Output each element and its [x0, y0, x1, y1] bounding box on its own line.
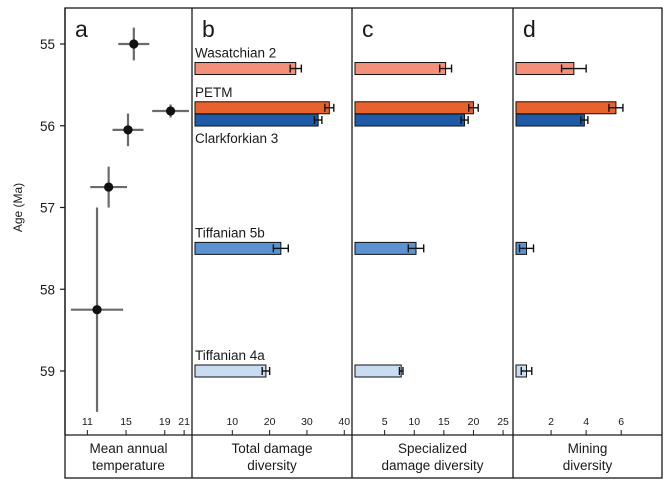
- diversity-bar: [194, 101, 330, 115]
- panel-letter: a: [75, 16, 88, 42]
- panel-letter: b: [202, 16, 215, 42]
- x-tick-label: 15: [438, 416, 450, 428]
- x-tick-label: 40: [338, 416, 350, 428]
- diversity-bar: [194, 364, 267, 378]
- x-tick-label: 10: [408, 416, 420, 428]
- stage-label: Tiffanian 5b: [195, 225, 265, 240]
- diversity-bar: [515, 101, 617, 115]
- diversity-bar: [354, 62, 447, 76]
- x-tick-label: 20: [468, 416, 480, 428]
- x-tick-label: 10: [226, 416, 238, 428]
- x-axis-title: damage diversity: [381, 458, 483, 473]
- x-axis-title: diversity: [247, 458, 297, 473]
- x-axis-title: temperature: [92, 458, 165, 473]
- x-tick-label: 6: [618, 416, 624, 428]
- temperature-point: [123, 125, 133, 135]
- age-tick-label: 57: [40, 201, 55, 216]
- x-tick-label: 4: [583, 416, 589, 428]
- x-tick-label: 21: [178, 416, 190, 428]
- x-tick-label: 5: [382, 416, 388, 428]
- stage-label: Tiffanian 4a: [195, 348, 265, 363]
- age-tick-label: 56: [40, 119, 55, 134]
- x-tick-label: 19: [159, 416, 171, 428]
- x-axis-title: Specialized: [398, 441, 467, 456]
- x-tick-label: 15: [120, 416, 132, 428]
- panel-letter: c: [362, 16, 374, 42]
- panel-letter: d: [523, 16, 536, 42]
- temperature-point: [92, 305, 102, 315]
- x-tick-label: 2: [548, 416, 554, 428]
- chart-marks: [60, 27, 624, 435]
- stage-label: Clarkforkian 3: [195, 131, 278, 146]
- diversity-bar: [194, 241, 282, 255]
- y-axis-label: Age (Ma): [11, 183, 25, 232]
- stage-label: PETM: [195, 85, 233, 100]
- age-tick-label: 59: [40, 364, 55, 379]
- x-axis-title: Mean annual: [89, 441, 167, 456]
- diversity-bar: [354, 241, 417, 255]
- diversity-bar: [354, 101, 474, 115]
- age-tick-label: 55: [40, 37, 55, 52]
- x-axis-title: diversity: [563, 458, 613, 473]
- diversity-bar: [194, 113, 319, 127]
- x-tick-label: 30: [301, 416, 313, 428]
- diversity-bar: [194, 62, 297, 76]
- x-tick-label: 11: [82, 416, 93, 428]
- age-tick-label: 58: [40, 282, 55, 297]
- x-axis-title: Total damage: [231, 441, 312, 456]
- x-axis-title: Mining: [568, 441, 608, 456]
- x-tick-label: 20: [264, 416, 276, 428]
- stage-label: Wasatchian 2: [195, 46, 276, 61]
- diversity-bar: [354, 113, 466, 127]
- diversity-bar: [515, 113, 585, 127]
- x-tick-label: 25: [497, 416, 509, 428]
- temperature-point: [104, 182, 114, 192]
- diversity-bar: [354, 364, 402, 378]
- temperature-point: [129, 39, 139, 49]
- temperature-point: [165, 106, 176, 116]
